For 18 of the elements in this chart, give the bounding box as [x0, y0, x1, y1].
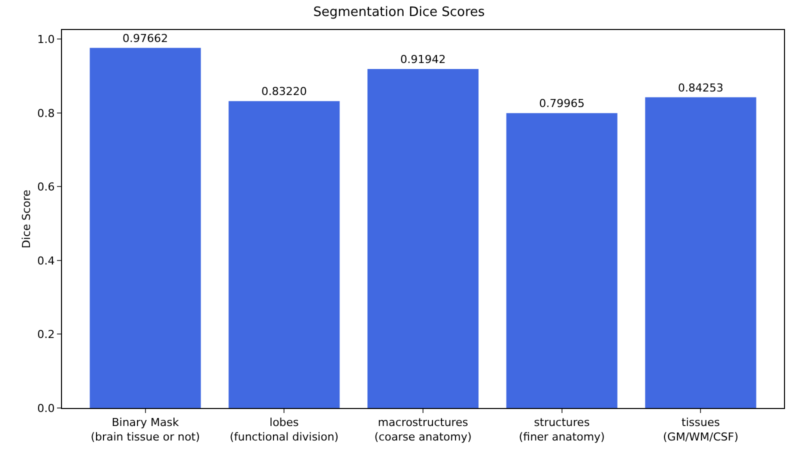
y-tick-label: 0.6	[37, 180, 55, 194]
data-label: 0.97662	[122, 32, 168, 45]
x-tick-label: Binary Mask (brain tissue or not)	[90, 416, 200, 444]
y-tick-label: 0.4	[37, 254, 55, 268]
y-tick-label: 0.0	[37, 402, 55, 415]
y-tick-label: 0.8	[37, 106, 55, 120]
x-tick-label: lobes (functional division)	[230, 416, 339, 444]
data-label: 0.84253	[678, 81, 724, 94]
data-label: 0.83220	[261, 85, 307, 98]
chart-title: Segmentation Dice Scores	[313, 5, 486, 20]
x-tick-label: structures (finer anatomy)	[518, 416, 605, 444]
data-label: 0.91942	[400, 52, 446, 66]
y-axis-title: Dice Score	[20, 189, 33, 248]
y-tick-label: 1.0	[37, 33, 55, 46]
y-tick-label: 0.2	[37, 328, 55, 342]
x-tick-label: macrostructures (coarse anatomy)	[374, 416, 472, 444]
x-tick-label: tissues (GM/WM/CSF)	[663, 416, 738, 444]
data-label: 0.79965	[539, 97, 585, 110]
